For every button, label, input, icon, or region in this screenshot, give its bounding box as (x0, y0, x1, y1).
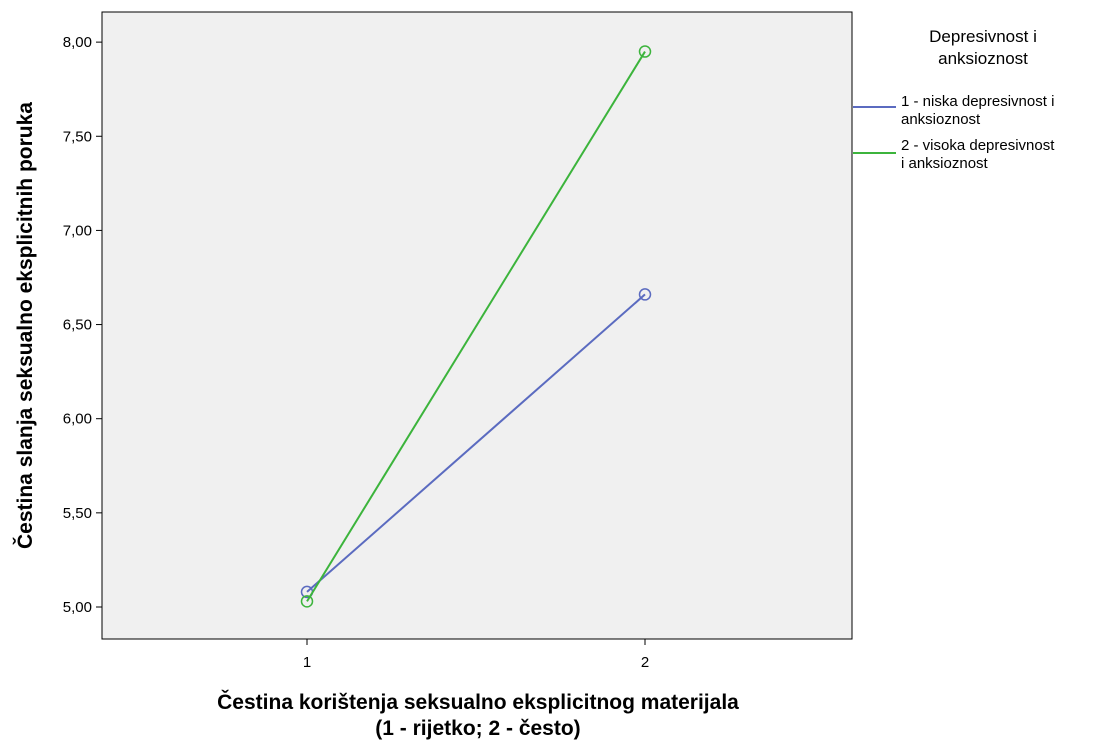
y-axis-title: Čestina slanja seksualno eksplicitnih po… (13, 102, 37, 549)
x-tick-label: 2 (641, 654, 649, 671)
y-axis: 5,00 5,50 6,00 6,50 7,00 7,50 8,00 (63, 34, 102, 616)
series-line-1 (306, 293, 646, 593)
legend-entry-series-2-line-1: 2 - visoka depresivnost (901, 137, 1055, 154)
legend: Depresivnost i anksioznost 1 - niska dep… (853, 27, 1055, 172)
data-point-series-1-x2 (638, 288, 652, 301)
series-layer (300, 45, 652, 608)
y-tick-label: 6,00 (63, 411, 92, 428)
x-axis-title-line-1: Čestina korištenja seksualno eksplicitno… (217, 690, 739, 714)
y-tick-label: 5,00 (63, 599, 92, 616)
y-tick-label: 7,50 (63, 128, 92, 145)
legend-title-line-2: anksioznost (938, 49, 1028, 68)
x-tick-label: 1 (303, 654, 311, 671)
legend-entry-series-1-line-1: 1 - niska depresivnost i (901, 93, 1054, 110)
legend-entry-series-2-line-2: i anksioznost (901, 155, 989, 172)
y-tick-label: 8,00 (63, 34, 92, 51)
data-point-series-2-x2 (638, 45, 652, 58)
data-point-series-2-x1 (300, 595, 314, 608)
x-axis-title-line-2: (1 - rijetko; 2 - često) (375, 717, 580, 740)
legend-title-line-1: Depresivnost i (929, 27, 1037, 46)
y-tick-label: 5,50 (63, 505, 92, 522)
y-tick-label: 7,00 (63, 222, 92, 239)
series-line-2 (306, 51, 646, 602)
y-tick-label: 6,50 (63, 317, 92, 334)
legend-entry-series-1-line-2: anksioznost (901, 111, 981, 128)
